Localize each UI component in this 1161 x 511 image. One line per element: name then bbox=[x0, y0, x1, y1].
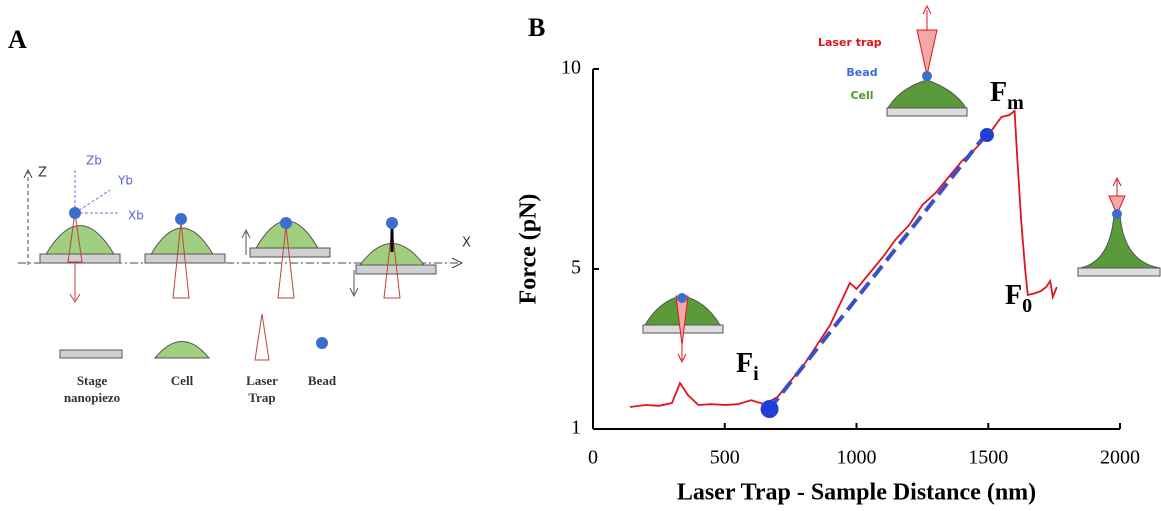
x-tick-label: 1500 bbox=[968, 447, 1008, 469]
legend-label: nanopiezo bbox=[64, 390, 120, 405]
axis-label: X bbox=[462, 236, 471, 251]
x-tick-label: 2000 bbox=[1100, 447, 1140, 469]
axis-label: Zb bbox=[86, 154, 102, 168]
bead-point bbox=[760, 400, 779, 418]
panel-b: Laser trap Bead Cell B 0 500 1000 1500 2000 1 5… bbox=[516, 4, 1161, 506]
axis-label: Xb bbox=[128, 209, 144, 223]
x-tick-label: 500 bbox=[710, 447, 740, 469]
legend-label: Cell bbox=[171, 373, 194, 388]
inset-label: Cell bbox=[850, 89, 873, 102]
x-tick-label: 0 bbox=[588, 447, 598, 469]
annotation: Fm bbox=[990, 77, 1024, 113]
inset-label: Laser trap bbox=[818, 36, 882, 49]
x-tick-label: 1000 bbox=[837, 447, 877, 469]
x-axis-label: Laser Trap - Sample Distance (nm) bbox=[677, 480, 1036, 506]
legend-label: Trap bbox=[248, 390, 275, 405]
annotation-subscript: 0 bbox=[1022, 295, 1032, 317]
y-tick-label: 10 bbox=[561, 57, 581, 79]
legend-label: Laser bbox=[246, 373, 278, 388]
annotation-subscript: i bbox=[753, 363, 759, 385]
annotation-text: F bbox=[990, 77, 1007, 108]
y-tick-label: 1 bbox=[571, 417, 581, 439]
annotation-subscript: m bbox=[1007, 92, 1024, 114]
y-axis-label: Force (pN) bbox=[516, 194, 542, 305]
axis-label: Yb bbox=[117, 174, 133, 188]
annotation-text: F bbox=[1005, 280, 1022, 311]
force-trace bbox=[629, 109, 1058, 408]
axis-label: Z bbox=[38, 166, 47, 181]
inset: Laser trap Bead Cell bbox=[642, 4, 1161, 364]
fit-line bbox=[767, 131, 989, 411]
y-tick-label: 5 bbox=[571, 257, 581, 279]
legend-label: Stage bbox=[77, 373, 108, 388]
annotation: F0 bbox=[1005, 280, 1032, 316]
panel-label: B bbox=[528, 13, 545, 42]
annotation-text: F bbox=[736, 348, 753, 379]
panel-a: A Z X Zb Yb Xb Stage nanopiezo Cell Laser Tr… bbox=[8, 25, 471, 405]
bead-point bbox=[979, 128, 994, 142]
legend-label: Bead bbox=[308, 373, 337, 388]
panel-label: A bbox=[8, 25, 27, 54]
annotation: Fi bbox=[736, 348, 759, 384]
inset-label: Bead bbox=[846, 66, 877, 79]
